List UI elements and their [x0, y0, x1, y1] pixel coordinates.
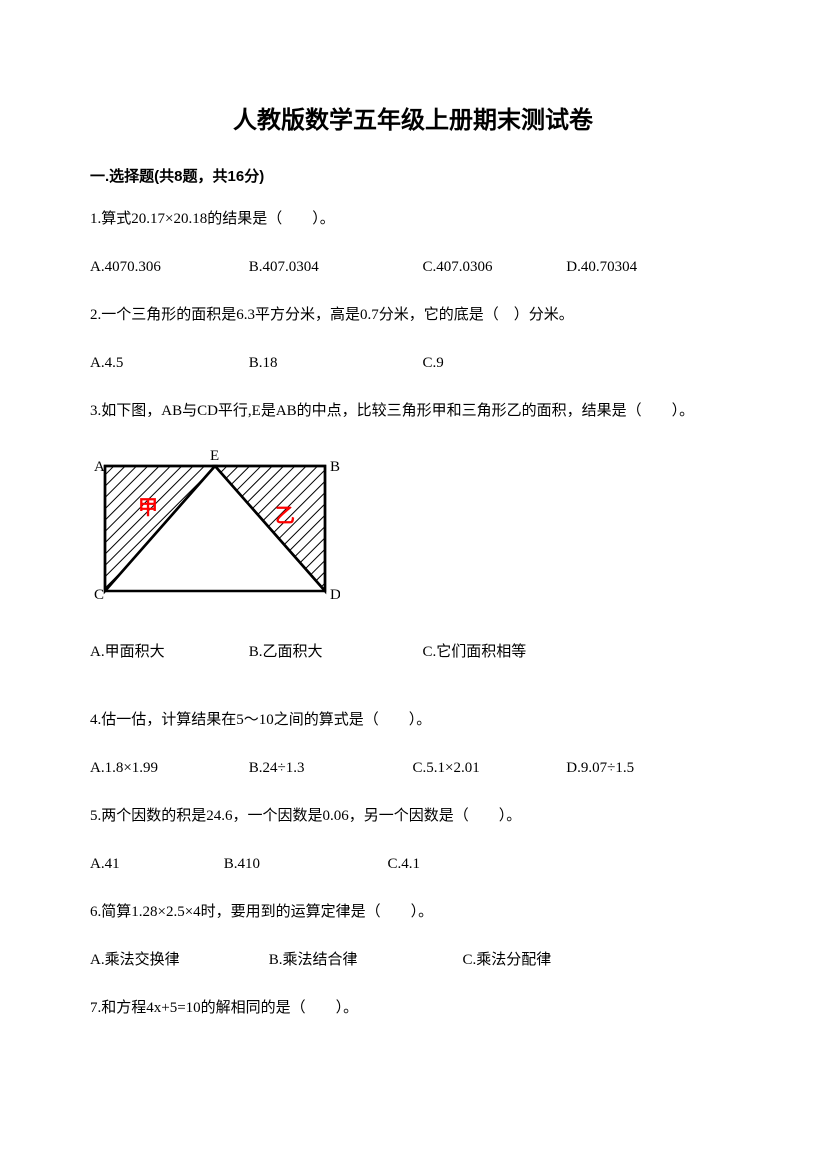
q4-options: A.1.8×1.99 B.24÷1.3 C.5.1×2.01 D.9.07÷1.…: [90, 753, 736, 783]
q1-text: 1.算式20.17×20.18的结果是（ ）。: [90, 204, 736, 234]
page-title: 人教版数学五年级上册期末测试卷: [90, 100, 736, 135]
q1-optD: D.40.70304: [566, 259, 637, 275]
q2-text: 2.一个三角形的面积是6.3平方分米，高是0.7分米，它的底是（ ）分米。: [90, 300, 736, 330]
label-jia: 甲: [138, 497, 158, 519]
q2-optB: B.18: [249, 348, 419, 378]
q4-optA: A.1.8×1.99: [90, 753, 245, 783]
q4-text: 4.估一估，计算结果在5～10之间的算式是（ ）。: [90, 705, 736, 735]
q1-optC: C.407.0306: [423, 252, 563, 282]
q1-optB: B.407.0304: [249, 252, 419, 282]
q2-optA: A.4.5: [90, 348, 245, 378]
q3-optA: A.甲面积大: [90, 637, 245, 667]
q5-optB: B.410: [224, 849, 384, 879]
label-yi: 乙: [275, 505, 295, 527]
q4-optC: C.5.1×2.01: [413, 753, 563, 783]
q6-optA: A.乘法交换律: [90, 945, 265, 975]
q2-options: A.4.5 B.18 C.9: [90, 348, 736, 378]
label-D: D: [330, 587, 340, 603]
q5-options: A.41 B.410 C.4.1: [90, 849, 736, 879]
q4-optD: D.9.07÷1.5: [566, 760, 634, 776]
section-header: 一.选择题(共8题，共16分): [90, 165, 736, 186]
q4-optB: B.24÷1.3: [249, 753, 409, 783]
q3-optC: C.它们面积相等: [423, 644, 527, 660]
q6-optB: B.乘法结合律: [269, 945, 459, 975]
triangle-diagram: A B C D E 甲 乙: [90, 444, 340, 604]
q3-optB: B.乙面积大: [249, 637, 419, 667]
q3-options: A.甲面积大 B.乙面积大 C.它们面积相等: [90, 637, 736, 667]
label-B: B: [330, 459, 340, 475]
label-C: C: [94, 587, 104, 603]
q6-optC: C.乘法分配律: [463, 952, 552, 968]
q5-optA: A.41: [90, 849, 220, 879]
q3-text: 3.如下图，AB与CD平行,E是AB的中点，比较三角形甲和三角形乙的面积，结果是…: [90, 396, 736, 426]
q3-diagram: A B C D E 甲 乙: [90, 444, 736, 609]
q2-optC: C.9: [423, 355, 444, 371]
q6-options: A.乘法交换律 B.乘法结合律 C.乘法分配律: [90, 945, 736, 975]
q6-text: 6.简算1.28×2.5×4时，要用到的运算定律是（ ）。: [90, 897, 736, 927]
q5-optC: C.4.1: [388, 856, 421, 872]
label-E: E: [210, 448, 219, 464]
q1-optA: A.4070.306: [90, 252, 245, 282]
q5-text: 5.两个因数的积是24.6，一个因数是0.06，另一个因数是（ ）。: [90, 801, 736, 831]
label-A: A: [94, 459, 105, 475]
q7-text: 7.和方程4x+5=10的解相同的是（ ）。: [90, 993, 736, 1023]
q1-options: A.4070.306 B.407.0304 C.407.0306 D.40.70…: [90, 252, 736, 282]
